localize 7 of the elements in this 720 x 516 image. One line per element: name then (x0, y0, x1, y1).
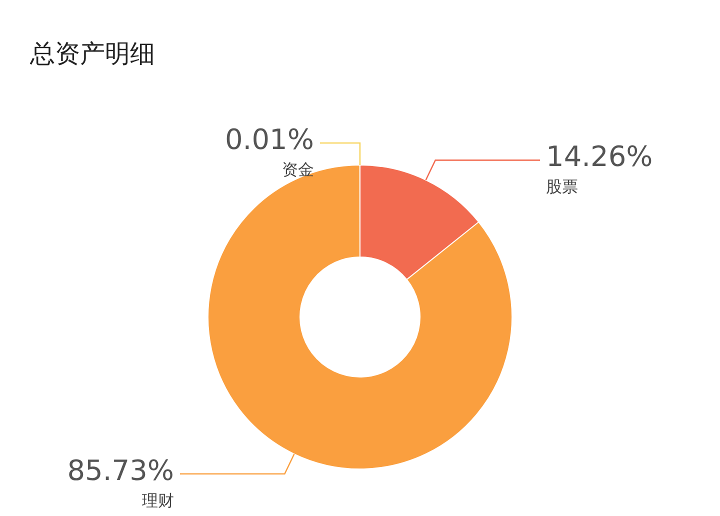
slice-label: 理财 (142, 490, 174, 510)
data-label: 85.73% (67, 454, 174, 487)
slice-label: 股票 (546, 177, 578, 196)
chart-title: 总资产明细 (29, 39, 155, 68)
data-label: 0.01% (224, 123, 314, 156)
data-label: 14.26% (546, 140, 653, 174)
slice-label: 资金 (282, 160, 314, 179)
